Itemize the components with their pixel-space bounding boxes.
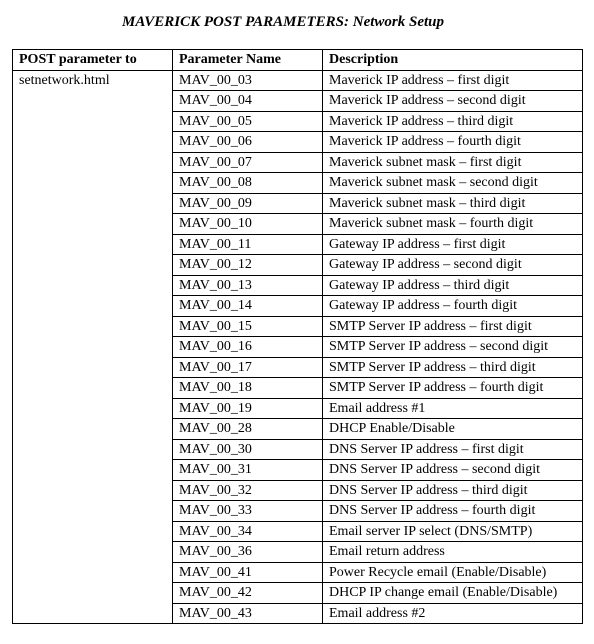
param-name-cell: MAV_00_16	[173, 337, 323, 358]
description-cell: Maverick IP address – second digit	[323, 91, 583, 112]
description-cell: Gateway IP address – first digit	[323, 234, 583, 255]
param-name-cell: MAV_00_43	[173, 603, 323, 624]
param-name-cell: MAV_00_41	[173, 562, 323, 583]
param-name-cell: MAV_00_11	[173, 234, 323, 255]
param-name-cell: MAV_00_33	[173, 501, 323, 522]
description-cell: Power Recycle email (Enable/Disable)	[323, 562, 583, 583]
title-sub: Network Setup	[353, 14, 444, 30]
description-cell: Email return address	[323, 542, 583, 563]
param-name-cell: MAV_00_19	[173, 398, 323, 419]
param-name-cell: MAV_00_05	[173, 111, 323, 132]
description-cell: SMTP Server IP address – second digit	[323, 337, 583, 358]
param-name-cell: MAV_00_07	[173, 152, 323, 173]
description-cell: Email address #2	[323, 603, 583, 624]
param-name-cell: MAV_00_34	[173, 521, 323, 542]
post-to-cell: setnetwork.html	[13, 70, 173, 624]
description-cell: Maverick IP address – first digit	[323, 70, 583, 91]
title-label: MAVERICK POST PARAMETERS:	[122, 14, 349, 30]
description-cell: Maverick subnet mask – fourth digit	[323, 214, 583, 235]
description-cell: Gateway IP address – second digit	[323, 255, 583, 276]
param-name-cell: MAV_00_14	[173, 296, 323, 317]
param-name-cell: MAV_00_31	[173, 460, 323, 481]
param-name-cell: MAV_00_12	[173, 255, 323, 276]
param-name-cell: MAV_00_10	[173, 214, 323, 235]
description-cell: Gateway IP address – third digit	[323, 275, 583, 296]
header-post-to: POST parameter to	[13, 50, 173, 71]
description-cell: Maverick IP address – fourth digit	[323, 132, 583, 153]
param-name-cell: MAV_00_09	[173, 193, 323, 214]
description-cell: Maverick subnet mask – second digit	[323, 173, 583, 194]
table-header-row: POST parameter to Parameter Name Descrip…	[13, 50, 583, 71]
page-title: MAVERICK POST PARAMETERS: Network Setup	[122, 14, 582, 31]
param-name-cell: MAV_00_06	[173, 132, 323, 153]
description-cell: Maverick subnet mask – third digit	[323, 193, 583, 214]
description-cell: Maverick subnet mask – first digit	[323, 152, 583, 173]
param-name-cell: MAV_00_08	[173, 173, 323, 194]
param-name-cell: MAV_00_13	[173, 275, 323, 296]
description-cell: Email address #1	[323, 398, 583, 419]
param-name-cell: MAV_00_17	[173, 357, 323, 378]
description-cell: DHCP IP change email (Enable/Disable)	[323, 583, 583, 604]
description-cell: Email server IP select (DNS/SMTP)	[323, 521, 583, 542]
param-name-cell: MAV_00_15	[173, 316, 323, 337]
param-name-cell: MAV_00_03	[173, 70, 323, 91]
param-name-cell: MAV_00_18	[173, 378, 323, 399]
header-param-name: Parameter Name	[173, 50, 323, 71]
description-cell: DHCP Enable/Disable	[323, 419, 583, 440]
param-name-cell: MAV_00_42	[173, 583, 323, 604]
header-description: Description	[323, 50, 583, 71]
description-cell: DNS Server IP address – fourth digit	[323, 501, 583, 522]
description-cell: DNS Server IP address – second digit	[323, 460, 583, 481]
description-cell: DNS Server IP address – first digit	[323, 439, 583, 460]
page: MAVERICK POST PARAMETERS: Network Setup …	[0, 0, 594, 644]
table-row: setnetwork.htmlMAV_00_03Maverick IP addr…	[13, 70, 583, 91]
description-cell: Maverick IP address – third digit	[323, 111, 583, 132]
description-cell: SMTP Server IP address – third digit	[323, 357, 583, 378]
param-name-cell: MAV_00_28	[173, 419, 323, 440]
description-cell: SMTP Server IP address – fourth digit	[323, 378, 583, 399]
description-cell: DNS Server IP address – third digit	[323, 480, 583, 501]
description-cell: Gateway IP address – fourth digit	[323, 296, 583, 317]
param-name-cell: MAV_00_32	[173, 480, 323, 501]
param-name-cell: MAV_00_36	[173, 542, 323, 563]
description-cell: SMTP Server IP address – first digit	[323, 316, 583, 337]
param-name-cell: MAV_00_30	[173, 439, 323, 460]
param-name-cell: MAV_00_04	[173, 91, 323, 112]
parameters-table: POST parameter to Parameter Name Descrip…	[12, 49, 583, 624]
